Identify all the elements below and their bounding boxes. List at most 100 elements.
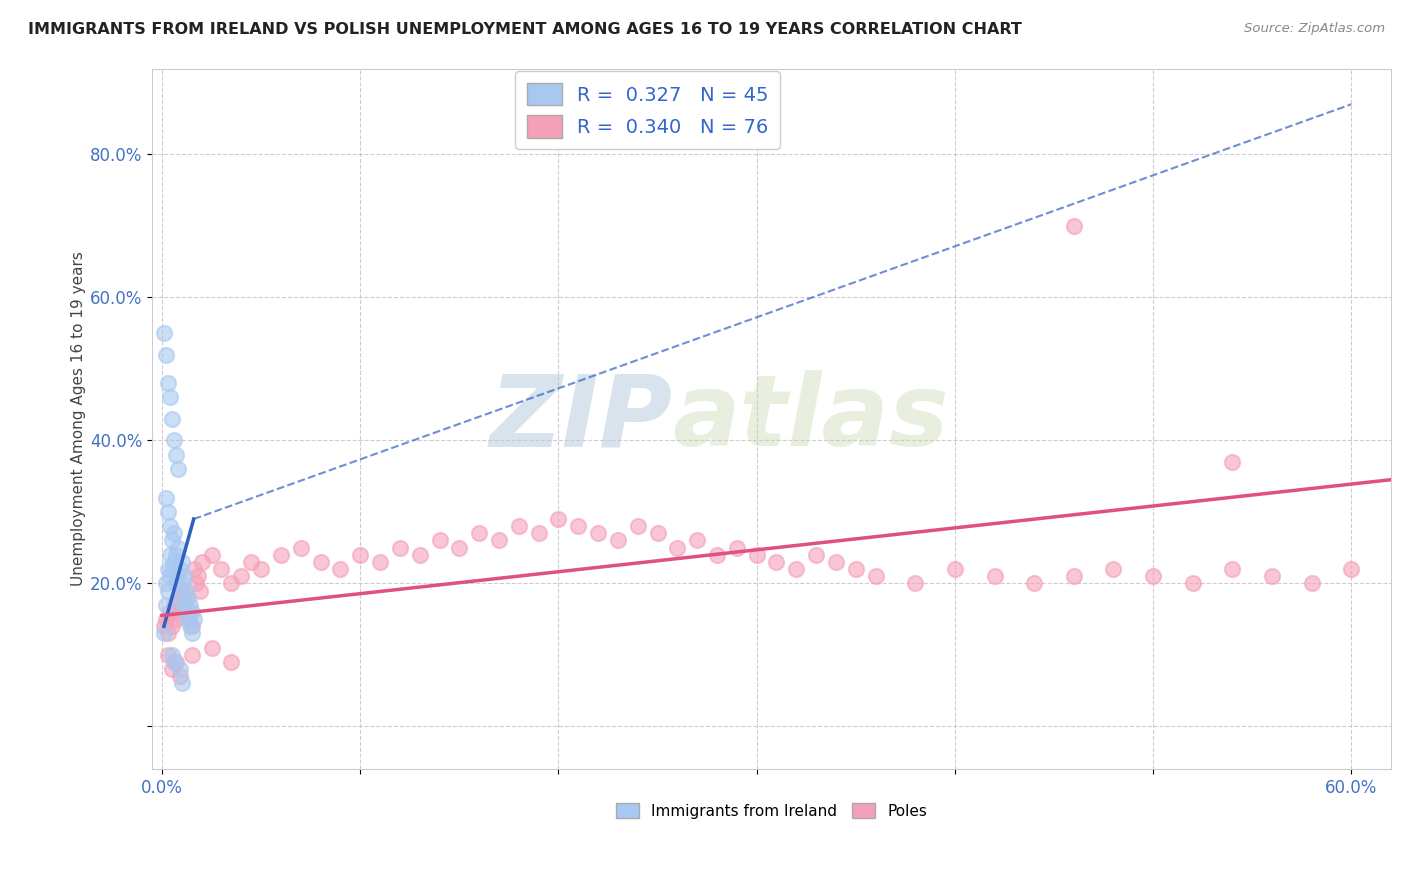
Point: [173, 569, 195, 583]
Point: [408, 548, 430, 562]
Point: [706, 548, 728, 562]
Point: [160, 662, 183, 676]
Point: [270, 548, 292, 562]
Point: [547, 512, 569, 526]
Point: [159, 391, 181, 405]
Point: [170, 576, 193, 591]
Point: [179, 619, 201, 633]
Point: [785, 562, 807, 576]
Point: [429, 533, 451, 548]
Point: [156, 505, 179, 519]
Point: [173, 598, 195, 612]
Point: [169, 591, 191, 605]
Point: [329, 562, 352, 576]
Point: [290, 541, 312, 555]
Point: [804, 548, 827, 562]
Point: [349, 548, 371, 562]
Point: [156, 583, 179, 598]
Point: [200, 640, 222, 655]
Point: [1301, 576, 1323, 591]
Point: [240, 555, 263, 569]
Point: [165, 576, 187, 591]
Point: [1102, 562, 1125, 576]
Point: [825, 555, 848, 569]
Point: [169, 669, 191, 683]
Legend: Immigrants from Ireland, Poles: Immigrants from Ireland, Poles: [610, 797, 934, 825]
Point: [166, 462, 188, 476]
Point: [179, 605, 201, 619]
Point: [527, 526, 550, 541]
Point: [1063, 569, 1085, 583]
Point: [1261, 569, 1284, 583]
Point: [177, 612, 200, 626]
Point: [174, 583, 197, 598]
Point: [155, 612, 177, 626]
Point: [155, 491, 177, 505]
Point: [221, 576, 243, 591]
Point: [165, 612, 187, 626]
Point: [163, 598, 186, 612]
Point: [156, 626, 179, 640]
Point: [156, 376, 179, 391]
Point: [159, 519, 181, 533]
Point: [184, 576, 207, 591]
Point: [187, 569, 209, 583]
Point: [160, 412, 183, 426]
Point: [163, 555, 186, 569]
Point: [586, 526, 609, 541]
Point: [468, 526, 491, 541]
Y-axis label: Unemployment Among Ages 16 to 19 years: Unemployment Among Ages 16 to 19 years: [72, 252, 86, 586]
Point: [606, 533, 628, 548]
Point: [188, 583, 211, 598]
Text: Source: ZipAtlas.com: Source: ZipAtlas.com: [1244, 22, 1385, 36]
Point: [1063, 219, 1085, 233]
Point: [1222, 562, 1244, 576]
Point: [180, 626, 202, 640]
Point: [153, 619, 176, 633]
Point: [170, 676, 193, 690]
Point: [488, 533, 510, 548]
Text: ZIP: ZIP: [489, 370, 672, 467]
Point: [211, 562, 233, 576]
Point: [904, 576, 927, 591]
Point: [983, 569, 1005, 583]
Point: [183, 562, 205, 576]
Point: [1222, 455, 1244, 469]
Point: [647, 526, 669, 541]
Point: [231, 569, 253, 583]
Point: [153, 626, 176, 640]
Point: [388, 541, 411, 555]
Point: [177, 591, 200, 605]
Point: [1340, 562, 1362, 576]
Point: [156, 562, 179, 576]
Point: [155, 347, 177, 361]
Point: [160, 562, 183, 576]
Point: [221, 655, 243, 669]
Point: [160, 619, 183, 633]
Point: [170, 583, 193, 598]
Point: [725, 541, 748, 555]
Point: [160, 533, 183, 548]
Point: [1024, 576, 1046, 591]
Point: [156, 648, 179, 662]
Point: [686, 533, 709, 548]
Point: [159, 605, 181, 619]
Point: [169, 562, 191, 576]
Point: [170, 555, 193, 569]
Point: [765, 555, 787, 569]
Point: [309, 555, 332, 569]
Point: [943, 562, 966, 576]
Point: [166, 591, 188, 605]
Point: [627, 519, 650, 533]
Point: [200, 548, 222, 562]
Point: [174, 591, 197, 605]
Point: [165, 548, 187, 562]
Point: [865, 569, 887, 583]
Point: [169, 605, 191, 619]
Point: [250, 562, 273, 576]
Point: [190, 555, 212, 569]
Point: [508, 519, 530, 533]
Point: [166, 569, 188, 583]
Point: [155, 576, 177, 591]
Text: IMMIGRANTS FROM IRELAND VS POLISH UNEMPLOYMENT AMONG AGES 16 TO 19 YEARS CORRELA: IMMIGRANTS FROM IRELAND VS POLISH UNEMPL…: [28, 22, 1022, 37]
